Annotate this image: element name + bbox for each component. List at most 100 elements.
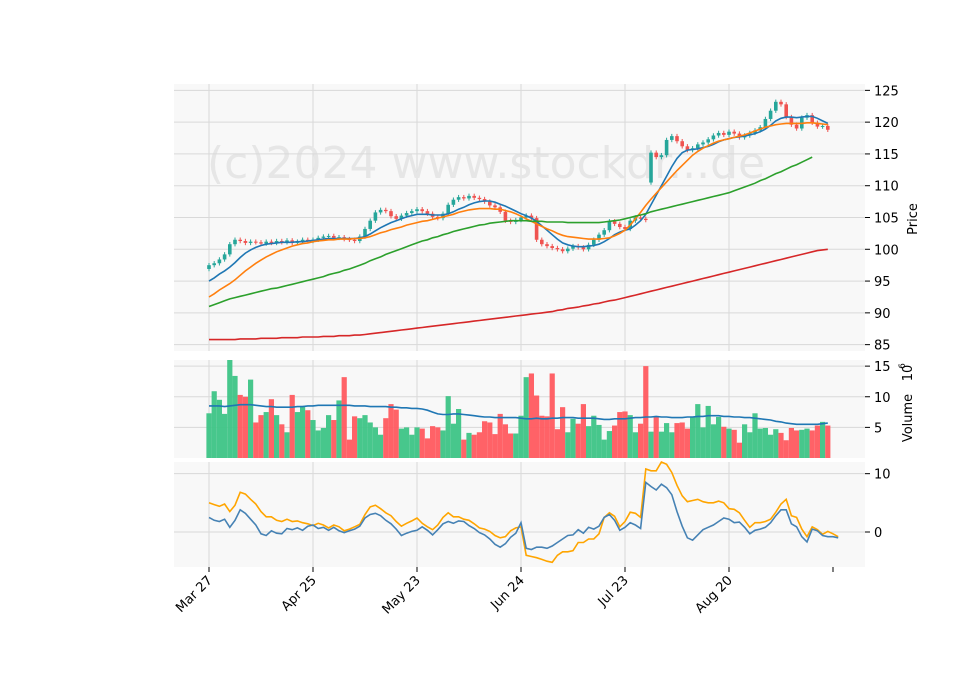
volume-bar — [336, 400, 342, 458]
volume-bar — [445, 396, 451, 458]
volume-bar — [305, 410, 311, 458]
volume-tick-label: 5 — [874, 421, 882, 436]
volume-bar — [565, 432, 571, 458]
volume-bar — [461, 439, 467, 458]
candle-body — [425, 211, 430, 214]
candle-body — [248, 241, 253, 243]
candle-body — [638, 217, 643, 219]
volume-bar — [274, 415, 280, 458]
volume-bar — [268, 399, 274, 458]
candle-body — [300, 239, 305, 242]
candle-body — [384, 209, 388, 212]
volume-bar — [435, 427, 441, 458]
candle-body — [675, 136, 679, 142]
volume-bar — [482, 421, 488, 458]
volume-bar — [310, 420, 316, 458]
price-tick-label: 125 — [874, 84, 899, 99]
candle-body — [779, 101, 783, 105]
volume-bar — [549, 373, 555, 458]
volume-bar — [705, 405, 711, 458]
volume-bar — [211, 391, 217, 458]
volume-bar — [726, 428, 732, 458]
volume-bar — [586, 426, 592, 458]
candle-body — [378, 209, 383, 213]
candle-body — [680, 141, 684, 147]
volume-tick-label: 10 — [874, 391, 891, 406]
volume-bar — [710, 424, 716, 458]
candle-body — [415, 209, 419, 212]
candle-body — [254, 241, 258, 243]
candle-body — [420, 209, 424, 212]
candle-body — [732, 131, 736, 134]
candle-body — [581, 247, 586, 250]
volume-bar — [731, 429, 737, 458]
candle-body — [659, 155, 664, 158]
candle-body — [774, 101, 778, 111]
volume-bar — [513, 433, 519, 458]
candle-body — [352, 239, 357, 242]
x-tick-label: Jul 23 — [595, 573, 632, 610]
price-tick-label: 115 — [874, 148, 899, 163]
volume-bar — [331, 420, 337, 458]
volume-bar — [788, 427, 794, 458]
volume-bar — [523, 377, 529, 458]
candle-body — [592, 239, 596, 245]
candle-body — [701, 142, 705, 145]
volume-bar — [695, 404, 701, 458]
price-tick-label: 100 — [874, 243, 899, 258]
volume-bar — [528, 373, 534, 458]
volume-bar — [679, 422, 685, 458]
candle-body — [810, 115, 814, 123]
volume-bar — [456, 409, 462, 458]
volume-bar — [669, 432, 675, 458]
volume-bar — [534, 395, 540, 458]
candle-body — [529, 215, 534, 219]
candle-body — [826, 125, 830, 130]
volume-bar — [570, 418, 576, 458]
volume-bar — [497, 413, 503, 458]
candle-body — [316, 237, 320, 240]
volume-bar — [648, 431, 654, 458]
candle-body — [462, 197, 466, 199]
volume-bar — [809, 430, 815, 458]
volume-bar — [284, 432, 290, 458]
candle-body — [820, 125, 825, 127]
candle-body — [685, 146, 690, 151]
candle-body — [456, 197, 461, 200]
volume-bar — [820, 421, 826, 458]
candle-body — [493, 205, 497, 208]
volume-bar — [684, 428, 690, 458]
candle-body — [550, 246, 554, 249]
volume-bar — [409, 434, 415, 458]
candle-body — [285, 240, 289, 243]
volume-bar — [757, 428, 763, 458]
volume-bar — [424, 438, 430, 458]
x-tick-label: May 23 — [380, 573, 424, 617]
candle-body — [534, 218, 539, 240]
candle-body — [727, 131, 731, 135]
volume-bar — [601, 439, 607, 458]
volume-bar — [398, 428, 404, 458]
volume-bar — [544, 416, 550, 458]
candle-body — [545, 244, 549, 247]
candle-body — [467, 195, 471, 199]
x-tick-label: Aug 20 — [693, 573, 736, 616]
candle-body — [368, 220, 372, 229]
volume-bar — [690, 416, 696, 458]
volume-bar — [716, 416, 722, 458]
volume-bar — [263, 412, 269, 458]
price-tick-label: 120 — [874, 116, 899, 131]
volume-bar — [814, 425, 820, 458]
volume-axis-exponent: 10 — [901, 365, 916, 382]
volume-bar — [279, 424, 285, 458]
oscillator-tick-label: 0 — [874, 526, 882, 541]
volume-bar — [450, 423, 456, 458]
volume-bar — [794, 430, 800, 458]
candle-body — [711, 135, 716, 140]
candle-body — [488, 201, 492, 206]
candle-body — [789, 117, 794, 125]
sma50-line — [208, 156, 813, 308]
candle-body — [233, 239, 237, 245]
